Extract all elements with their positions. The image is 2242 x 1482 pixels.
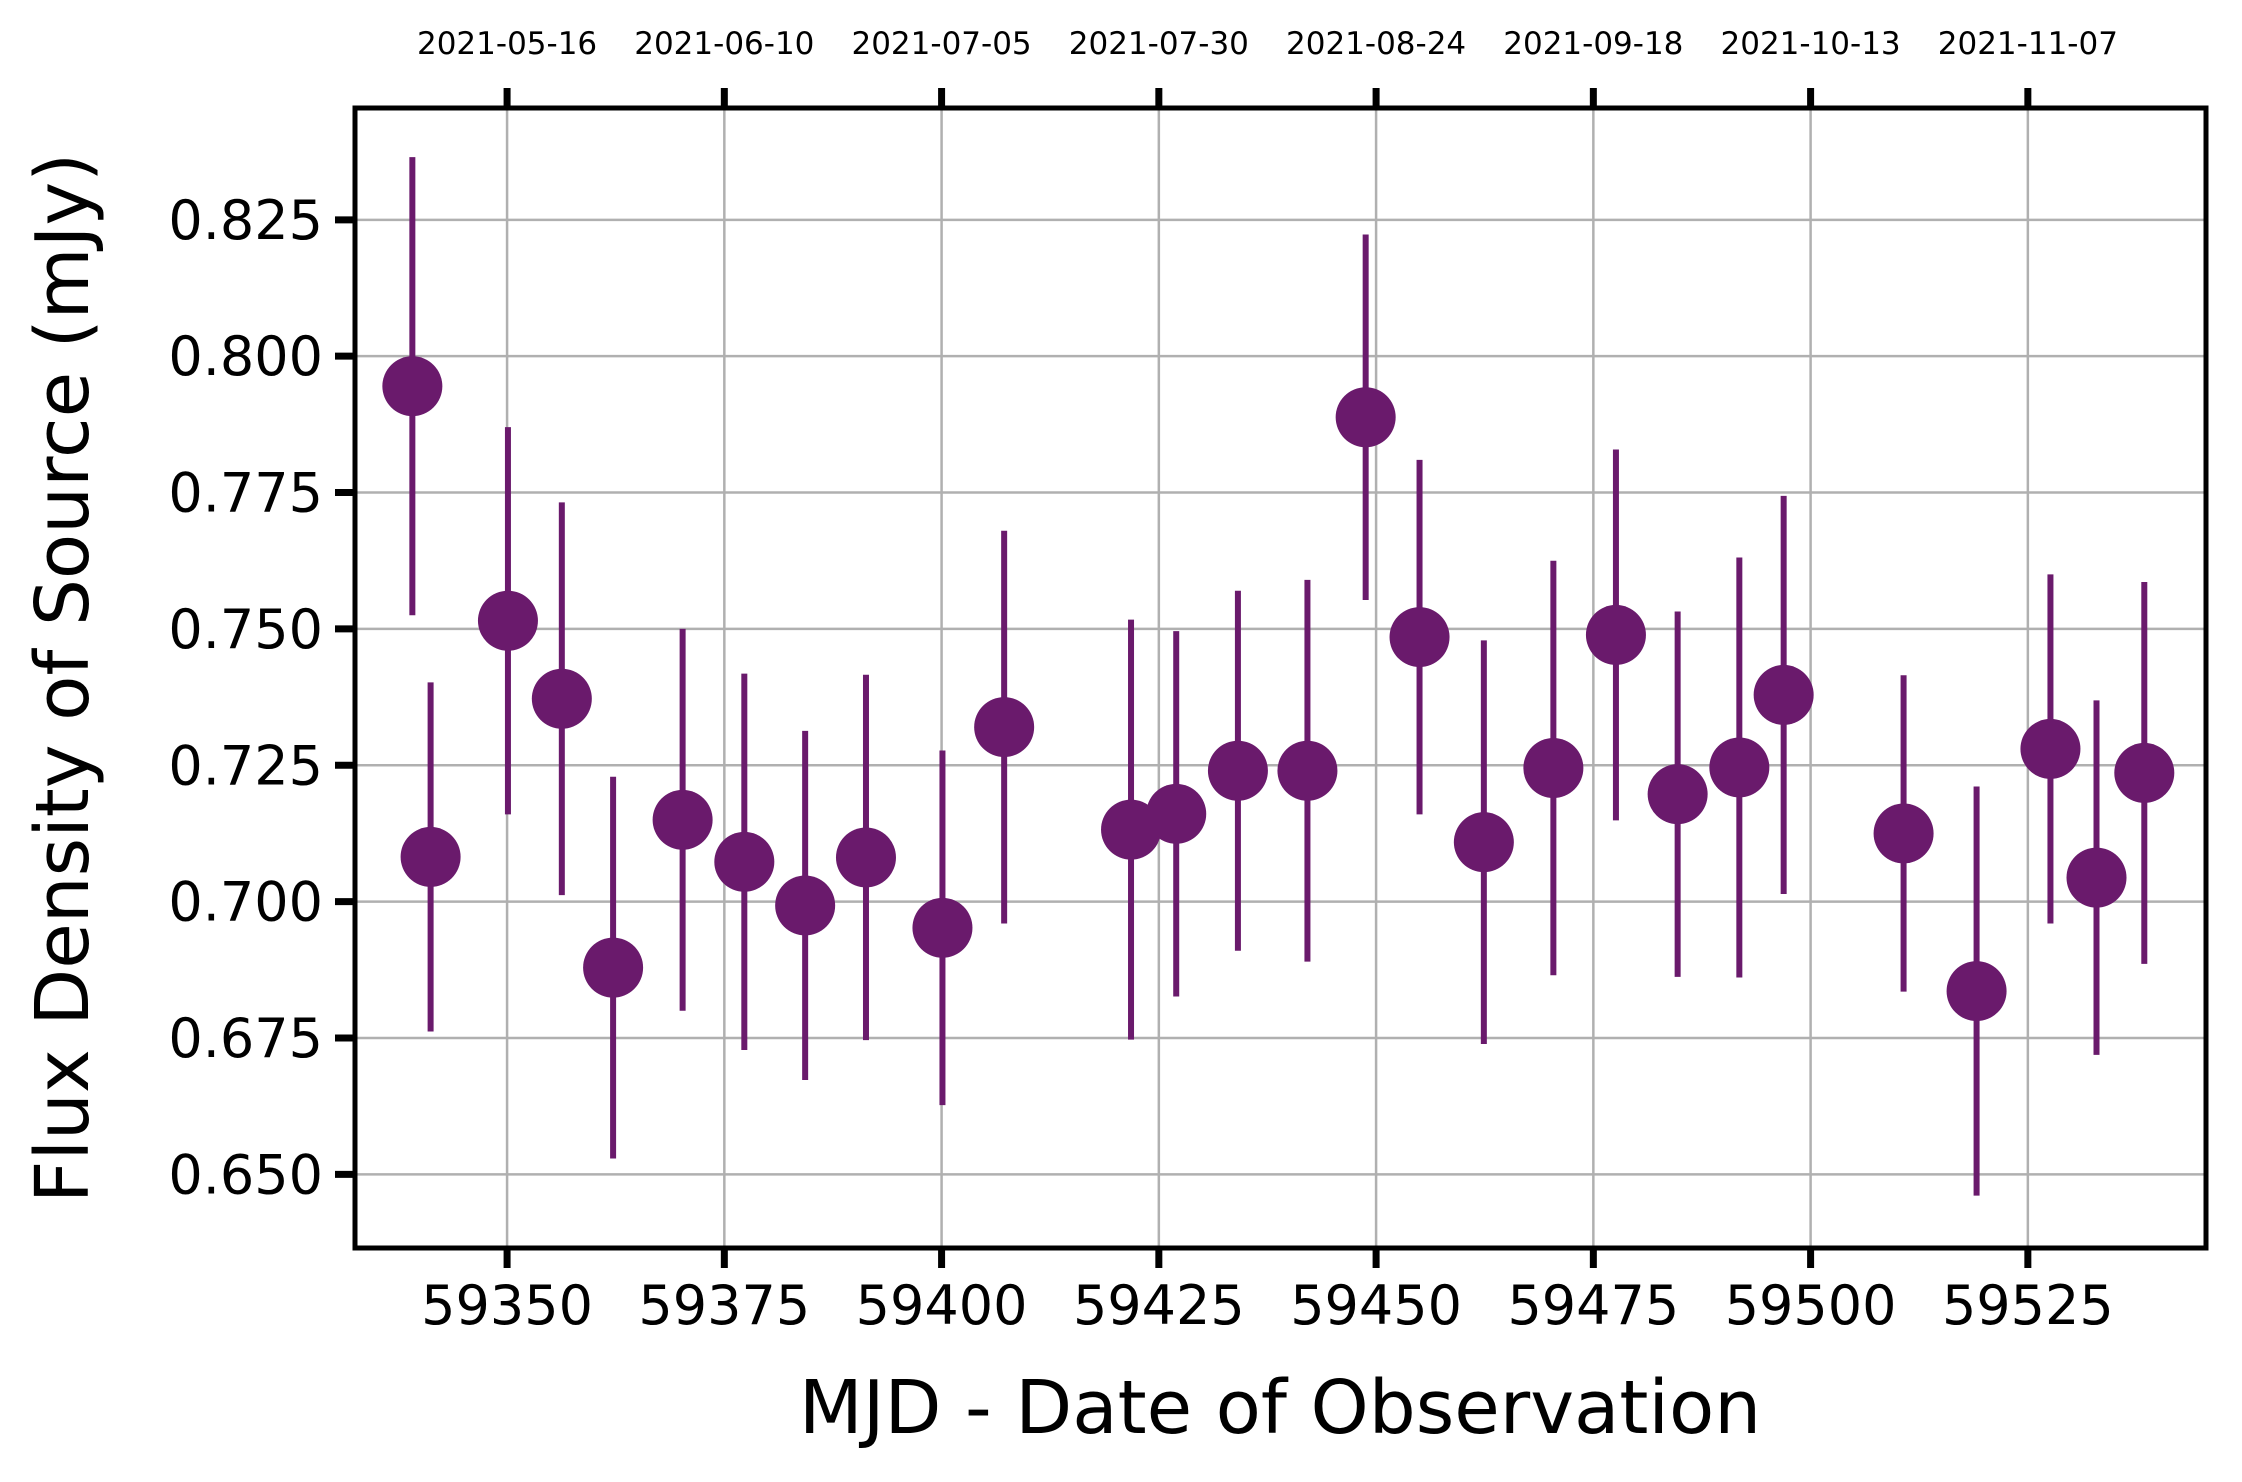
x-tick-label: 59425 <box>1073 1274 1245 1337</box>
x-axis-label: MJD - Date of Observation <box>799 1365 1761 1451</box>
x-tick-label: 59350 <box>421 1274 593 1337</box>
y-axis-label: Flux Density of Source (mJy) <box>20 153 106 1203</box>
data-point <box>1946 961 2007 1022</box>
y-tick-label: 0.675 <box>168 1007 323 1070</box>
data-point <box>2020 718 2081 779</box>
data-point <box>652 789 713 850</box>
y-tick-label: 0.650 <box>168 1143 323 1206</box>
x-tick-label: 59525 <box>1942 1274 2114 1337</box>
plot-frame <box>352 105 2209 1251</box>
data-point <box>974 697 1035 758</box>
top-tick-label: 2021-05-16 <box>417 26 597 62</box>
x-tick-label: 59500 <box>1725 1274 1897 1337</box>
y-tick-label: 0.700 <box>168 871 323 934</box>
y-tick-label: 0.775 <box>168 462 323 525</box>
x-tick-label: 59450 <box>1290 1274 1462 1337</box>
data-point <box>912 897 973 958</box>
top-tick-label: 2021-07-05 <box>851 26 1031 62</box>
data-point <box>1101 799 1162 860</box>
data-point <box>400 826 461 887</box>
x-axis-ticks: 59350 59375 59400 59425 59450 59475 59500 59525 <box>421 1248 2114 1337</box>
top-tick-label: 2021-08-24 <box>1286 26 1466 62</box>
top-tick-label: 2021-11-07 <box>1938 26 2118 62</box>
top-tick-label: 2021-06-10 <box>634 26 814 62</box>
y-axis-ticks: 0.650 0.675 0.700 0.725 0.750 0.775 0.800 0.825 <box>168 189 355 1206</box>
data-point <box>714 831 775 892</box>
data-point <box>477 590 538 651</box>
data-point <box>583 937 644 998</box>
data-point <box>382 356 443 417</box>
data-point <box>1647 764 1708 825</box>
data-point <box>1753 664 1814 725</box>
x-tick-label: 59400 <box>856 1274 1028 1337</box>
data-point <box>1207 740 1268 801</box>
data-point <box>1523 738 1584 798</box>
data-point <box>1277 740 1338 801</box>
y-tick-label: 0.750 <box>168 598 323 661</box>
data-markers <box>382 356 2175 1022</box>
top-tick-label: 2021-10-13 <box>1721 26 1901 62</box>
x-tick-label: 59475 <box>1507 1274 1679 1337</box>
data-point <box>2066 847 2127 908</box>
data-point <box>2114 742 2175 803</box>
data-point <box>1389 607 1450 668</box>
data-point <box>835 827 896 888</box>
data-point <box>1453 812 1514 873</box>
top-tick-label: 2021-09-18 <box>1503 26 1683 62</box>
top-tick-label: 2021-07-30 <box>1069 26 1249 62</box>
data-point <box>775 875 836 936</box>
grid <box>355 108 2206 1248</box>
top-axis-ticks: 2021-05-16 2021-06-10 2021-07-05 2021-07-30… <box>417 26 2118 108</box>
data-point <box>531 668 592 729</box>
y-tick-label: 0.825 <box>168 189 323 252</box>
data-point <box>1709 737 1770 798</box>
x-tick-label: 59375 <box>638 1274 810 1337</box>
y-tick-label: 0.800 <box>168 325 323 388</box>
data-point <box>1146 783 1207 844</box>
data-point <box>1873 803 1934 864</box>
data-point <box>1335 387 1396 448</box>
error-bars <box>409 157 2148 1196</box>
data-point <box>1585 604 1646 665</box>
y-tick-label: 0.725 <box>168 734 323 797</box>
